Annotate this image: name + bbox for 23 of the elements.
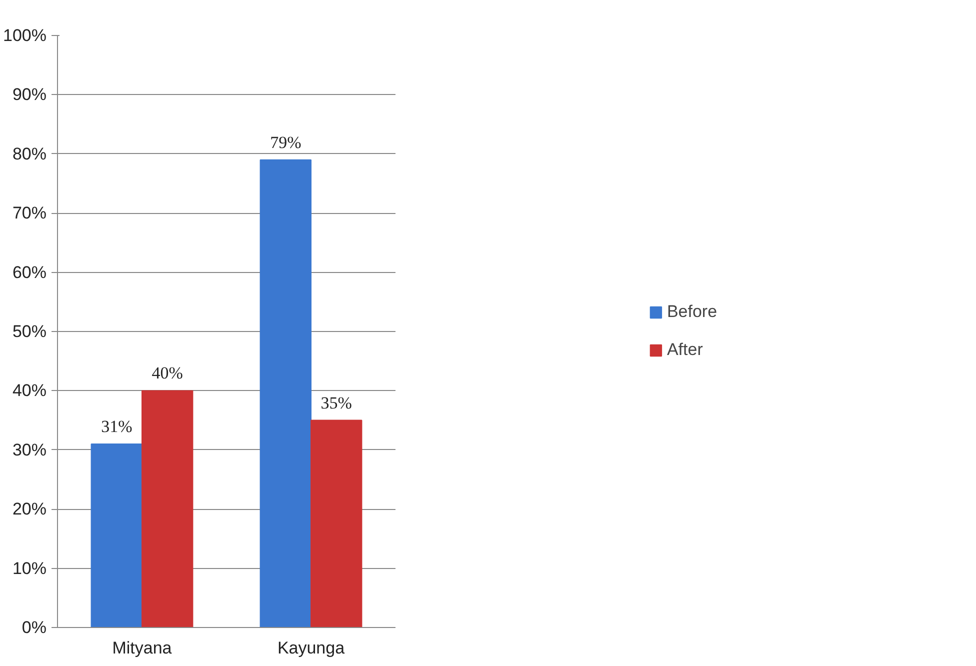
y-tick-label: 50% [12, 322, 47, 341]
data-label: 40% [152, 364, 183, 383]
y-tick-label: 20% [12, 500, 47, 519]
data-label: 35% [320, 393, 352, 412]
y-tick-label: 60% [12, 262, 47, 282]
y-tick-label: 80% [12, 144, 47, 164]
data-label: 31% [101, 416, 132, 436]
y-tick-label: 70% [12, 204, 47, 223]
data-label: 79% [270, 132, 302, 152]
bar [90, 443, 142, 628]
y-tick-label: 30% [12, 440, 47, 460]
x-tick-label: Mityana [112, 638, 172, 658]
bar [142, 390, 194, 628]
bar [260, 159, 312, 628]
x-tick-label: Kayunga [277, 638, 346, 658]
y-tick-label: 100% [3, 26, 47, 45]
y-tick-label: 40% [12, 381, 47, 400]
y-tick-label: 0% [22, 618, 47, 637]
legend-label: After [666, 340, 703, 360]
legend-label: Before [666, 302, 718, 322]
y-tick-label: 10% [12, 558, 47, 578]
bar [310, 420, 362, 628]
y-tick-label: 90% [12, 85, 47, 104]
